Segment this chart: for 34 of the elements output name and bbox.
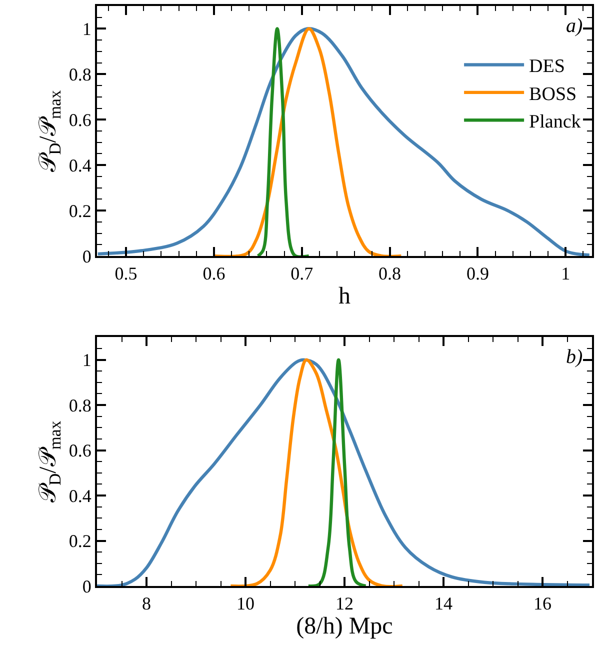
y-tick-label: 0.6 bbox=[68, 110, 92, 130]
line-series bbox=[229, 358, 404, 586]
line-series bbox=[306, 358, 368, 586]
x-tick-label: 14 bbox=[434, 594, 452, 614]
y-tick-label: 0 bbox=[82, 576, 92, 596]
x-tick-label: 1 bbox=[561, 264, 570, 284]
line-series bbox=[256, 27, 310, 256]
y-tick-label: 0.4 bbox=[68, 155, 92, 176]
x-axis-title: (8/h) Mpc bbox=[296, 614, 393, 640]
y-tick-label: 1 bbox=[82, 19, 92, 40]
x-tick-label: 12 bbox=[336, 594, 354, 614]
line-series bbox=[212, 27, 403, 256]
annotation: b) bbox=[566, 346, 583, 368]
x-tick-label: 0.7 bbox=[290, 264, 314, 284]
x-tick-label: 0.5 bbox=[114, 264, 138, 284]
x-tick-label: 0.6 bbox=[202, 264, 226, 284]
x-tick-label: 10 bbox=[236, 594, 254, 614]
legend-label: BOSS bbox=[529, 84, 577, 105]
x-tick-label: 16 bbox=[534, 594, 552, 614]
legend-label: DES bbox=[529, 56, 565, 78]
y-tick-label: 0.2 bbox=[68, 531, 92, 552]
y-tick-label: 0 bbox=[82, 246, 92, 266]
y-tick-label: 0.4 bbox=[68, 486, 92, 506]
y-tick-label: 0.2 bbox=[68, 200, 92, 221]
y-tick-label: 0.8 bbox=[68, 64, 92, 84]
x-tick-label: 0.9 bbox=[466, 264, 489, 284]
y-tick-label: 1 bbox=[82, 350, 92, 370]
x-tick-label: 0.8 bbox=[378, 264, 402, 284]
legend-label: Planck bbox=[529, 112, 582, 133]
x-tick-label: 8 bbox=[142, 594, 151, 614]
x-axis-title: h bbox=[338, 283, 350, 310]
y-tick-label: 0.8 bbox=[68, 395, 92, 416]
annotation: a) bbox=[566, 15, 583, 37]
y-tick-label: 0.6 bbox=[68, 440, 92, 461]
